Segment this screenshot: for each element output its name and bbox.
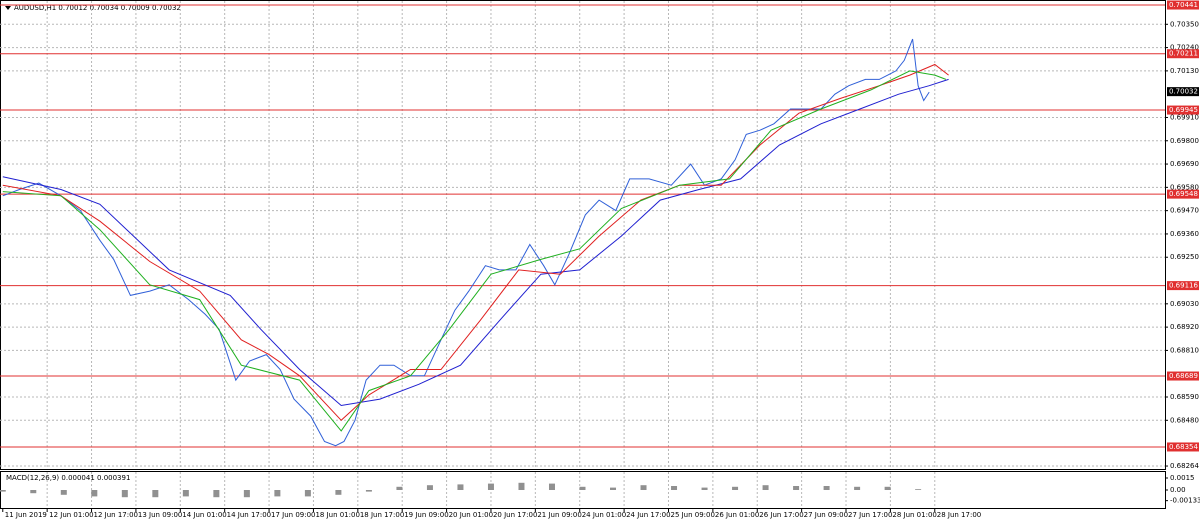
x-tick-label: 12 Jun 17:00 (94, 511, 138, 519)
y-tick-label: 0.69580 (1170, 183, 1199, 191)
y-tick-label: 0.69800 (1170, 137, 1199, 145)
macd-bar (884, 486, 891, 490)
x-tick-label: 27 Jun 09:00 (804, 511, 848, 519)
chart-title: AUDUSD,H1 0.70012 0.70034 0.70009 0.7003… (14, 4, 181, 12)
x-tick-label: 18 Jun 01:00 (315, 511, 359, 519)
y-tick-label: 0.69470 (1170, 207, 1199, 215)
macd-bar (30, 490, 37, 494)
y-tick-label: -0.001331 (1170, 497, 1200, 505)
macd-bar (579, 486, 586, 490)
level-label-box (1167, 371, 1199, 381)
macd-bar (182, 490, 189, 497)
x-tick-label: 26 Jun 17:00 (759, 511, 803, 519)
x-tick-label: 28 Jun 01:00 (892, 511, 936, 519)
y-tick-label: 0.68590 (1170, 393, 1199, 401)
macd-bar (671, 486, 678, 490)
x-tick-label: 27 Jun 17:00 (848, 511, 892, 519)
price-line (2, 70, 947, 432)
x-tick-label: 26 Jun 01:00 (715, 511, 759, 519)
level-label: 0.68689 (1169, 372, 1198, 380)
macd-bar (762, 485, 769, 490)
macd-bar (396, 486, 403, 490)
macd-bar (732, 486, 739, 490)
y-tick-label: 0.00 (1170, 486, 1186, 494)
macd-bar (152, 490, 159, 498)
x-tick-label: 14 Jun 17:00 (227, 511, 271, 519)
macd-bar (0, 490, 6, 492)
macd-bar (701, 487, 708, 490)
level-label-box (1167, 0, 1199, 10)
macd-bar (548, 483, 555, 490)
macd-bar (60, 490, 67, 495)
x-tick-label: 20 Jun 01:00 (449, 511, 493, 519)
macd-bar (518, 482, 525, 490)
y-tick-label: 0.70350 (1170, 20, 1199, 28)
level-label-box (1167, 189, 1199, 199)
price-line (2, 78, 949, 407)
x-tick-label: 14 Jun 01:00 (182, 511, 226, 519)
level-label-box (1167, 442, 1199, 452)
macd-bar (823, 486, 830, 490)
price-line (2, 63, 949, 422)
y-tick-label: 0.68264 (1170, 462, 1199, 470)
x-tick-label: 11 Jun 2019 (5, 511, 47, 519)
y-tick-label: 0.0015 (1170, 474, 1195, 482)
x-tick-label: 17 Jun 09:00 (271, 511, 315, 519)
y-tick-label: 0.69360 (1170, 230, 1199, 238)
menu-arrow[interactable] (5, 6, 11, 10)
macd-bar (304, 490, 311, 497)
macd-bar (274, 490, 281, 497)
current-price-box (1167, 87, 1199, 97)
macd-bar (915, 489, 922, 490)
level-label: 0.69548 (1169, 190, 1198, 198)
y-tick-label: 0.69250 (1170, 253, 1199, 261)
level-label-box (1167, 105, 1199, 115)
macd-bar (91, 490, 98, 497)
x-tick-label: 18 Jun 17:00 (360, 511, 404, 519)
macd-bar (793, 486, 800, 490)
level-label: 0.70441 (1169, 1, 1198, 9)
x-tick-label: 12 Jun 01:00 (49, 511, 93, 519)
macd-bar (243, 490, 250, 498)
y-tick-label: 0.68920 (1170, 323, 1199, 331)
macd-bar (610, 487, 617, 490)
y-tick-label: 0.69910 (1170, 113, 1199, 121)
macd-bar (365, 490, 372, 492)
current-price-label: 0.70032 (1169, 88, 1198, 96)
macd-bar (457, 484, 464, 490)
x-tick-label: 21 Jun 09:00 (537, 511, 581, 519)
level-label-box (1167, 49, 1199, 59)
level-label: 0.69116 (1169, 282, 1198, 290)
macd-bar (487, 483, 494, 490)
x-tick-label: 24 Jun 17:00 (626, 511, 670, 519)
macd-bar (426, 485, 433, 490)
x-tick-label: 24 Jun 01:00 (582, 511, 626, 519)
y-tick-label: 0.68810 (1170, 346, 1199, 354)
y-tick-label: 0.70240 (1170, 44, 1199, 52)
y-tick-label: 0.69030 (1170, 300, 1199, 308)
level-label: 0.68354 (1169, 443, 1198, 451)
level-label: 0.70211 (1169, 50, 1198, 58)
macd-bar (121, 490, 128, 498)
macd-bar (640, 485, 647, 490)
level-label: 0.69945 (1169, 106, 1198, 114)
y-tick-label: 0.69690 (1170, 160, 1199, 168)
y-tick-label: 0.68480 (1170, 416, 1199, 424)
level-label-box (1167, 281, 1199, 291)
macd-bar (213, 490, 220, 498)
macd-bar (854, 486, 861, 490)
x-tick-label: 20 Jun 17:00 (493, 511, 537, 519)
y-tick-label: 0.70130 (1170, 67, 1199, 75)
macd-bar (335, 490, 342, 495)
x-tick-label: 28 Jun 17:00 (937, 511, 981, 519)
macd-title: MACD(12,26,9) 0.000041 0.000391 (6, 474, 130, 482)
price-line (2, 38, 930, 447)
main-pane-frame (0, 0, 1166, 470)
x-tick-label: 13 Jun 09:00 (138, 511, 182, 519)
x-tick-label: 19 Jun 09:00 (404, 511, 448, 519)
x-tick-label: 25 Jun 09:00 (670, 511, 714, 519)
